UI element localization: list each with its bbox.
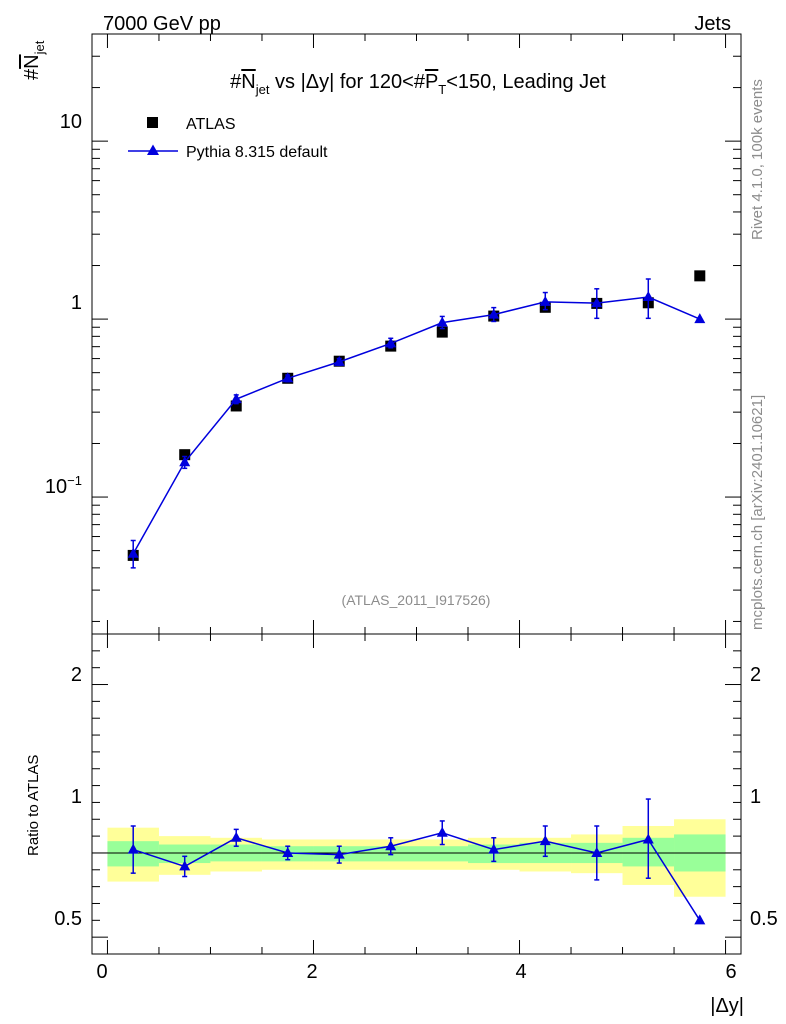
pythia-point-4 — [333, 355, 345, 366]
ratio-point-9 — [591, 846, 603, 857]
ratio-point-5 — [385, 840, 397, 851]
ratio-y-tick-label-1: 1 — [71, 786, 82, 808]
legend-pythia-label: Pythia 8.315 default — [186, 144, 328, 161]
pythia-point-5 — [385, 337, 397, 348]
ratio-point-10 — [642, 833, 654, 844]
pythia-point-9 — [591, 297, 603, 308]
legend: ATLAS Pythia 8.315 default — [128, 116, 328, 161]
ratio-pythia-line — [132, 831, 701, 921]
ylabel-n: N — [21, 54, 43, 68]
main-y-axis-label: #Njet — [21, 40, 47, 80]
pythia-point-6 — [436, 316, 448, 327]
rivet-version-label: Rivet 4.1.0, 100k events — [749, 79, 766, 240]
pythia-point-8 — [539, 295, 551, 306]
pythia-point-10 — [642, 291, 654, 302]
ratio-y-tick-label-2: 2 — [71, 664, 82, 686]
ratio-point-7 — [488, 843, 500, 854]
title-n: N — [241, 71, 255, 93]
pythia-point-11 — [694, 313, 706, 324]
ratio-y-tick-label-right-2: 2 — [750, 664, 761, 686]
ratio-point-0 — [127, 843, 139, 854]
x-tick-label-6: 6 — [725, 961, 736, 983]
title-end: <150, Leading Jet — [446, 71, 606, 93]
atlas-point-11 — [694, 270, 706, 282]
ratio-point-2 — [230, 831, 242, 842]
ylabel-hash: # — [21, 68, 43, 80]
x-axis-label: |Δy| — [710, 995, 744, 1017]
ratio-point-11 — [694, 914, 706, 925]
ratio-point-1 — [179, 860, 191, 871]
legend-atlas-marker — [147, 117, 158, 128]
main-plot-series — [127, 270, 706, 569]
x-tick-label-4: 4 — [515, 961, 526, 983]
pythia-point-3 — [282, 372, 294, 383]
header-energy-label: 7000 GeV pp — [103, 13, 221, 35]
main-y-tick-label-10: 10 — [60, 111, 82, 133]
ylabel-jet-sub: jet — [32, 40, 47, 55]
main-y-tick-label-1: 1 — [71, 292, 82, 314]
x-tick-label-2: 2 — [306, 961, 317, 983]
ratio-y-axis-label: Ratio to ATLAS — [25, 755, 42, 856]
ratio-y-tick-label-right-0.5: 0.5 — [750, 908, 778, 930]
title-p: P — [425, 71, 438, 93]
plot-title: #Njet vs |Δy| for 120<#PT<150, Leading J… — [230, 71, 606, 97]
ratio-y-tick-label-0.5: 0.5 — [54, 908, 82, 930]
ratio-point-4 — [333, 848, 345, 859]
ratio-band-inner-6 — [416, 846, 469, 862]
ytick-exponent: −1 — [67, 473, 82, 488]
analysis-watermark: (ATLAS_2011_I917526) — [342, 592, 491, 608]
legend-pythia-marker — [147, 144, 159, 155]
main-y-tick-label-0.1: 10−1 — [45, 473, 82, 498]
ratio-plot-series — [127, 798, 706, 925]
ratio-point-3 — [282, 846, 294, 857]
title-hash: # — [230, 71, 242, 93]
title-jet-sub: jet — [255, 82, 270, 97]
header-process-label: Jets — [694, 13, 731, 35]
ratio-plot-frame — [91, 633, 742, 955]
pythia-point-1 — [179, 456, 191, 467]
atlas-point-6 — [436, 326, 448, 338]
atlas-point-1 — [179, 449, 191, 461]
pythia-point-0 — [127, 547, 139, 558]
atlas-point-2 — [230, 400, 242, 412]
pythia-line — [132, 296, 701, 555]
legend-atlas-label: ATLAS — [186, 116, 236, 133]
pythia-point-7 — [488, 308, 500, 319]
ratio-point-6 — [436, 826, 448, 837]
pythia-point-2 — [230, 393, 242, 404]
ratio-y-tick-label-right-1: 1 — [750, 786, 761, 808]
x-tick-label-0: 0 — [96, 961, 107, 983]
title-t-sub: T — [438, 82, 446, 97]
title-middle: vs |Δy| for 120<# — [269, 71, 425, 93]
mcplots-label: mcplots.cern.ch [arXiv:2401.10621] — [749, 395, 766, 630]
ratio-point-8 — [539, 835, 551, 846]
axes — [91, 33, 742, 955]
ytick-base: 10 — [45, 476, 67, 498]
